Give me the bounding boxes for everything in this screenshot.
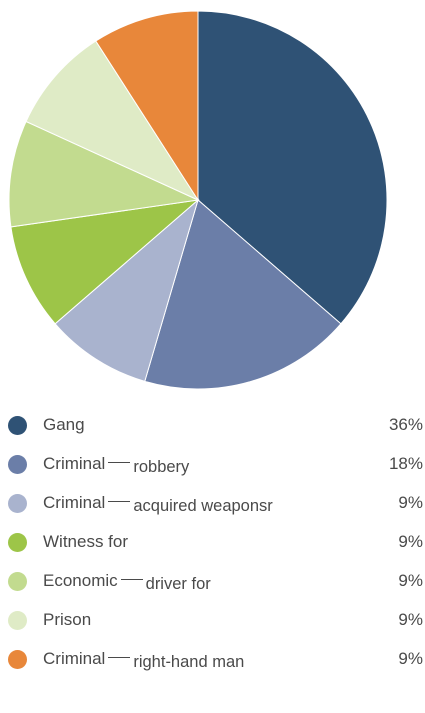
legend-percent: 9% [398, 610, 423, 629]
legend-sublabel: acquired weaponsr [133, 497, 273, 515]
pie-slice-2 [54, 198, 199, 382]
legend-dash [108, 500, 131, 502]
legend-percent: 9% [398, 571, 423, 590]
legend-sublabel: right-hand man [133, 653, 245, 671]
pie-chart [8, 10, 388, 390]
legend-sublabel: robbery [133, 458, 190, 476]
legend-label: Witness for [43, 522, 128, 561]
legend-label-main: Economic [43, 571, 118, 590]
pie-slice-3 [10, 199, 200, 325]
legend-label-main: Criminal [43, 649, 106, 668]
legend-item: Gang 36% [0, 405, 425, 444]
legend-label-main: Prison [43, 610, 92, 629]
legend-label: Gang [43, 405, 85, 444]
legend-percent: 36% [388, 415, 423, 434]
pie-slice-6 [95, 10, 199, 202]
legend-label-main: Criminal [43, 454, 106, 473]
legend-label-main: Gang [43, 415, 85, 434]
legend: Gang 36% Criminal robbery 18% Criminal acquire… [0, 405, 425, 678]
legend-item: Economic driver for 9% [0, 561, 425, 600]
legend-label: Criminal acquired weaponsr [43, 483, 273, 522]
legend-item: Criminal robbery 18% [0, 444, 425, 483]
legend-swatch [8, 494, 27, 513]
legend-dash [120, 578, 143, 580]
legend-swatch [8, 572, 27, 591]
legend-label-main: Witness for [43, 532, 129, 551]
pie-slice-1 [144, 199, 342, 390]
legend-item: Criminal right-hand man 9% [0, 639, 425, 678]
pie-slice-0 [197, 10, 388, 325]
legend-label: Criminal robbery [43, 444, 189, 483]
legend-item: Witness for 9% [0, 522, 425, 561]
legend-label: Criminal right-hand man [43, 639, 244, 678]
pie-slice-5 [25, 40, 200, 202]
legend-swatch [8, 650, 27, 669]
legend-percent: 18% [388, 454, 423, 473]
legend-swatch [8, 611, 27, 630]
legend-swatch [8, 533, 27, 552]
legend-swatch [8, 455, 27, 474]
legend-item: Prison 9% [0, 600, 425, 639]
legend-label-main: Criminal [43, 493, 106, 512]
legend-dash [108, 461, 131, 463]
legend-percent: 9% [398, 532, 423, 551]
legend-label: Economic driver for [43, 561, 211, 600]
legend-percent: 9% [398, 649, 423, 668]
legend-label: Prison [43, 600, 91, 639]
legend-sublabel: driver for [145, 575, 211, 593]
legend-percent: 9% [398, 493, 423, 512]
legend-item: Criminal acquired weaponsr 9% [0, 483, 425, 522]
legend-swatch [8, 416, 27, 435]
legend-dash [108, 656, 131, 658]
pie-slice-4 [8, 120, 200, 228]
